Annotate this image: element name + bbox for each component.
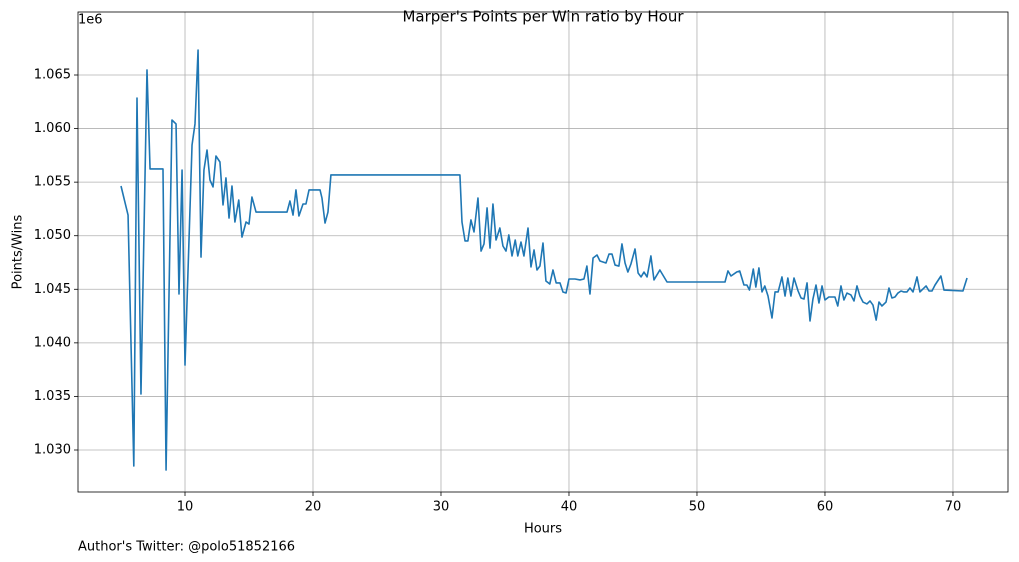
- chart-title: Marper's Points per Win ratio by Hour: [402, 8, 684, 26]
- data-line: [120, 49, 968, 471]
- y-tick-label: 1.060: [34, 121, 71, 136]
- x-tick-label: 70: [945, 500, 962, 515]
- x-tick-label: 20: [305, 500, 322, 515]
- y-tick-label: 1.055: [34, 175, 71, 190]
- x-tick-label: 60: [817, 500, 834, 515]
- y-tick-label: 1.040: [34, 335, 71, 350]
- x-tick-label: 40: [561, 500, 578, 515]
- annotation: Author's Twitter: @polo51852166: [78, 540, 295, 555]
- y-tick-label: 1.045: [34, 282, 71, 297]
- y-axis-label: Points/Wins: [11, 214, 26, 289]
- y-tick-label: 1.065: [34, 68, 71, 83]
- y-tick-label: 1.035: [34, 389, 71, 404]
- x-tick-label: 30: [433, 500, 450, 515]
- x-tick-label: 50: [689, 500, 706, 515]
- x-tick-label: 10: [177, 500, 194, 515]
- plot-frame: [77, 11, 1009, 493]
- y-tick-label: 1.030: [34, 443, 71, 458]
- y-tick-label: 1.050: [34, 228, 71, 243]
- y-offset-label: 1e6: [78, 13, 103, 28]
- x-axis-label: Hours: [524, 522, 562, 537]
